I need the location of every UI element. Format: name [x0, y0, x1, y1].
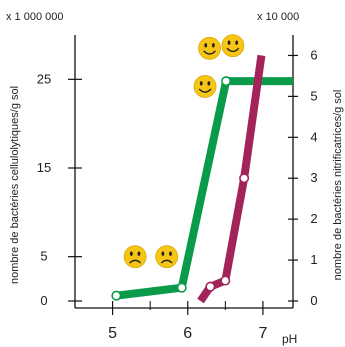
x-axis-label: pH — [282, 332, 297, 346]
right-y-tick-label: 4 — [310, 129, 317, 144]
annotation-group — [123, 33, 245, 269]
data-point — [111, 290, 122, 301]
happy-face-icon — [197, 36, 222, 60]
left-multiplier-label: x 1 000 000 — [6, 11, 64, 23]
right-axis-label: nombre de bactéries nitrificatrices/g so… — [332, 90, 344, 281]
left-y-tick-label: 25 — [37, 71, 51, 86]
happy-face-icon — [193, 74, 217, 99]
data-point — [221, 76, 232, 87]
sad-face-icon — [155, 244, 179, 269]
right-y-tick-label: 0 — [310, 293, 317, 308]
x-tick-label: 7 — [258, 325, 267, 342]
x-tick-label: 6 — [183, 325, 192, 342]
right-multiplier-label: x 10 000 — [257, 11, 299, 23]
data-point — [205, 281, 216, 292]
right-y-tick-label: 6 — [310, 47, 317, 62]
left-axis-label: nombre de bactéries cellulolytiques/g so… — [9, 86, 21, 284]
happy-face-icon — [221, 33, 245, 58]
x-tick-label: 5 — [108, 325, 117, 342]
tick-group: 0 5 15 25 0 1 2 3 4 5 6 5 6 7 — [37, 47, 318, 342]
right-y-tick-label: 3 — [310, 170, 317, 185]
left-y-tick-label: 5 — [40, 249, 47, 264]
sad-face-icon — [123, 244, 147, 269]
data-point — [176, 282, 187, 293]
right-y-tick-label: 5 — [310, 88, 317, 103]
series-group — [111, 54, 293, 304]
left-y-tick-label: 0 — [40, 293, 47, 308]
left-y-tick-label: 15 — [37, 160, 51, 175]
right-y-tick-label: 1 — [310, 252, 317, 267]
right-y-tick-label: 2 — [310, 211, 317, 226]
data-point — [239, 173, 250, 184]
data-point — [220, 275, 231, 286]
